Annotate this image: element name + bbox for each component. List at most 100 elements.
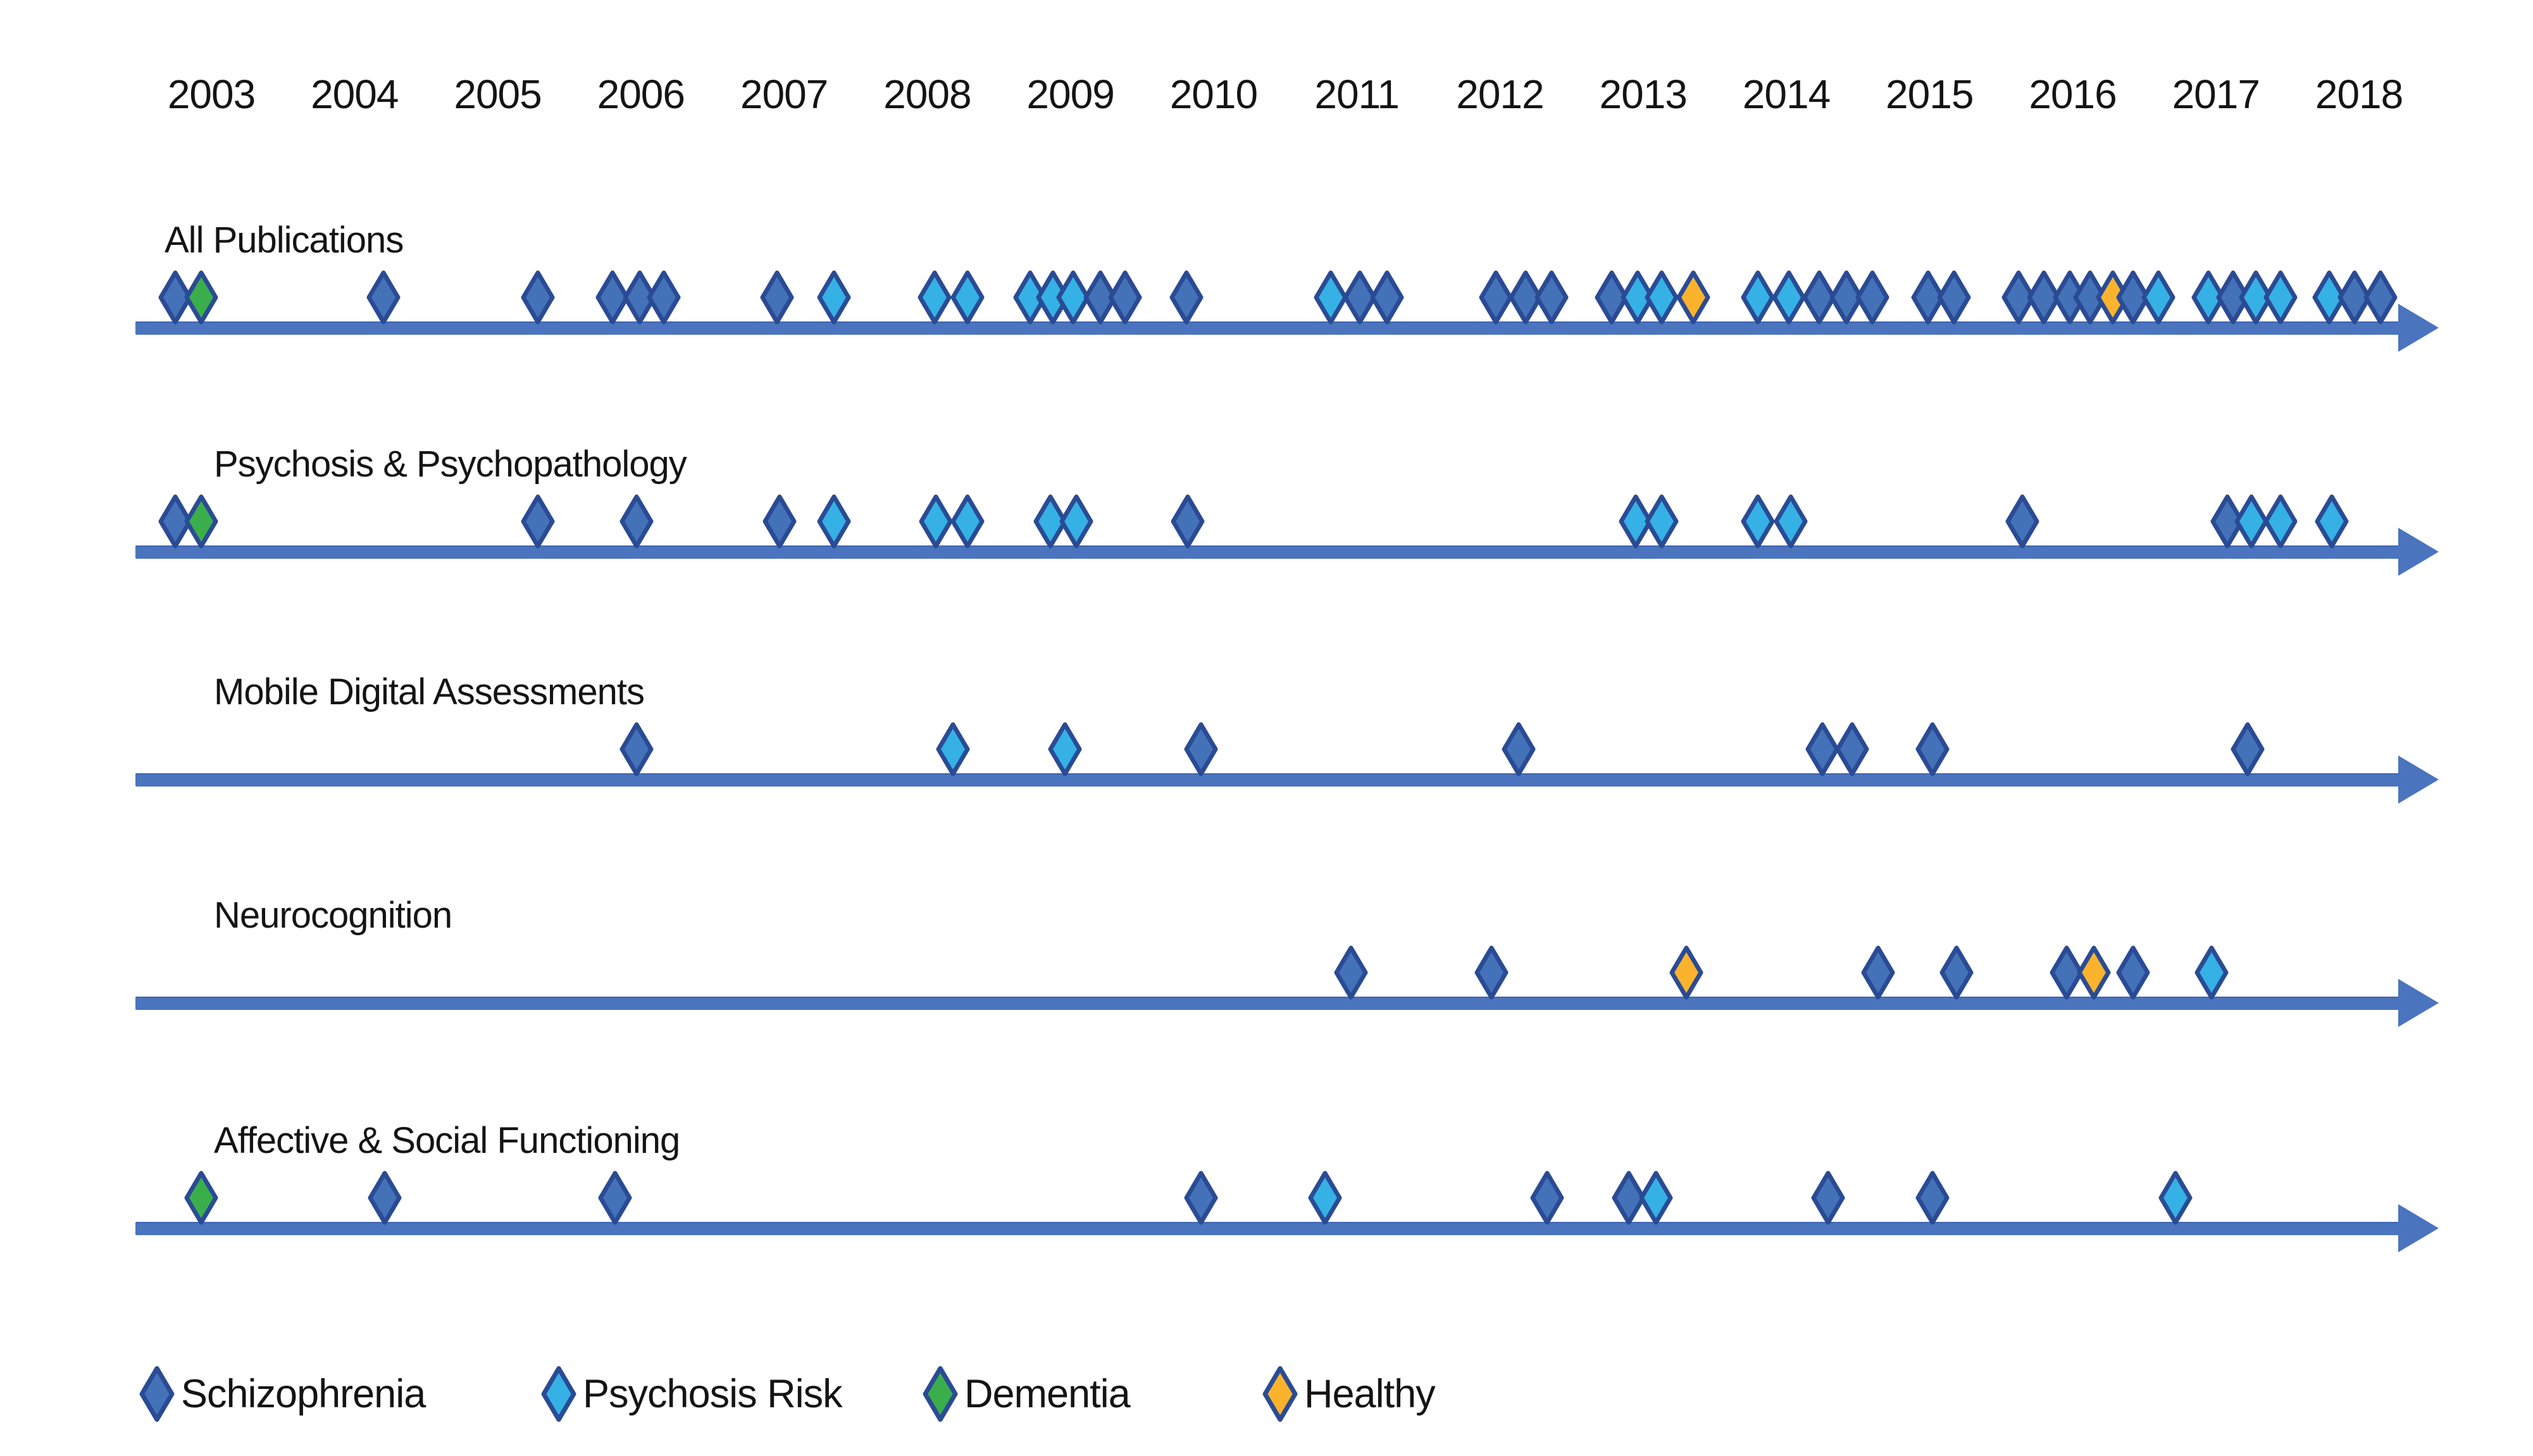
marker-schizophrenia-diamond-icon — [366, 270, 401, 325]
marker-schizophrenia-diamond-icon — [2215, 270, 2251, 325]
marker-schizophrenia-diamond-icon — [1910, 270, 1946, 325]
marker-schizophrenia-diamond-icon — [1107, 270, 1143, 325]
year-label-2014: 2014 — [1742, 72, 1831, 117]
marker-psychosis-risk-diamond-icon — [1740, 270, 1776, 325]
row-label: Affective & Social Functioning — [214, 1120, 680, 1161]
year-label-2015: 2015 — [1886, 72, 1974, 117]
legend-healthy-diamond-icon — [1262, 1365, 1298, 1423]
legend-psychosis-risk-diamond-icon — [540, 1365, 577, 1423]
marker-schizophrenia-diamond-icon — [1805, 721, 1840, 777]
marker-schizophrenia-diamond-icon — [520, 494, 556, 549]
marker-psychosis-risk-diamond-icon — [816, 270, 852, 325]
marker-schizophrenia-diamond-icon — [1855, 270, 1890, 325]
marker-psychosis-risk-diamond-icon — [1638, 1170, 1674, 1226]
marker-psychosis-risk-diamond-icon — [1644, 270, 1679, 325]
axis-arrow-icon — [2398, 979, 2439, 1027]
marker-psychosis-risk-diamond-icon — [2191, 270, 2226, 325]
marker-schizophrenia-diamond-icon — [2115, 270, 2151, 325]
marker-schizophrenia-diamond-icon — [1834, 721, 1870, 777]
marker-psychosis-risk-diamond-icon — [1644, 494, 1679, 549]
marker-schizophrenia-diamond-icon — [1083, 270, 1118, 325]
marker-schizophrenia-diamond-icon — [2005, 494, 2040, 549]
marker-schizophrenia-diamond-icon — [595, 270, 630, 325]
marker-schizophrenia-diamond-icon — [1936, 270, 1972, 325]
marker-schizophrenia-diamond-icon — [367, 1170, 402, 1226]
legend-schizophrenia-diamond-icon — [139, 1365, 175, 1423]
legend-item-label: Schizophrenia — [181, 1372, 426, 1416]
legend-item-label: Dementia — [964, 1372, 1131, 1416]
marker-psychosis-risk-diamond-icon — [2234, 494, 2269, 549]
marker-schizophrenia-diamond-icon — [2210, 494, 2245, 549]
row-label: Psychosis & Psychopathology — [214, 444, 687, 485]
timeline-axis — [135, 997, 2399, 1010]
marker-psychosis-risk-diamond-icon — [1059, 494, 1094, 549]
year-label-2007: 2007 — [740, 72, 828, 117]
marker-schizophrenia-diamond-icon — [762, 494, 797, 549]
marker-psychosis-risk-diamond-icon — [1033, 494, 1068, 549]
row-label: Mobile Digital Assessments — [214, 671, 645, 712]
marker-schizophrenia-diamond-icon — [2115, 945, 2151, 1000]
marker-schizophrenia-diamond-icon — [619, 721, 654, 777]
marker-schizophrenia-diamond-icon — [2363, 270, 2398, 325]
marker-schizophrenia-diamond-icon — [1611, 1170, 1646, 1226]
marker-schizophrenia-diamond-icon — [158, 270, 193, 325]
year-label-2008: 2008 — [883, 72, 971, 117]
year-label-2013: 2013 — [1599, 72, 1688, 117]
marker-dementia-diamond-icon — [184, 270, 219, 325]
marker-psychosis-risk-diamond-icon — [2263, 270, 2298, 325]
marker-psychosis-risk-diamond-icon — [2238, 270, 2274, 325]
marker-schizophrenia-diamond-icon — [622, 270, 657, 325]
marker-schizophrenia-diamond-icon — [1939, 945, 1974, 1000]
year-label-2003: 2003 — [167, 72, 256, 117]
marker-schizophrenia-diamond-icon — [1183, 721, 1219, 777]
marker-schizophrenia-diamond-icon — [2026, 270, 2062, 325]
marker-healthy-diamond-icon — [2076, 945, 2112, 1000]
marker-schizophrenia-diamond-icon — [520, 270, 556, 325]
axis-arrow-icon — [2398, 304, 2439, 352]
marker-psychosis-risk-diamond-icon — [1012, 270, 1048, 325]
marker-schizophrenia-diamond-icon — [1478, 270, 1514, 325]
marker-psychosis-risk-diamond-icon — [2158, 1170, 2193, 1226]
marker-psychosis-risk-diamond-icon — [2312, 270, 2347, 325]
marker-psychosis-risk-diamond-icon — [1307, 1170, 1343, 1226]
timeline-axis — [135, 773, 2399, 787]
marker-schizophrenia-diamond-icon — [1369, 270, 1405, 325]
marker-schizophrenia-diamond-icon — [1915, 721, 1950, 777]
marker-healthy-diamond-icon — [1676, 270, 1711, 325]
marker-schizophrenia-diamond-icon — [2001, 270, 2036, 325]
year-label-2009: 2009 — [1026, 72, 1114, 117]
marker-healthy-diamond-icon — [1669, 945, 1704, 1000]
axis-arrow-icon — [2398, 528, 2439, 576]
marker-psychosis-risk-diamond-icon — [1055, 270, 1091, 325]
year-label-2018: 2018 — [2315, 72, 2403, 117]
year-label-2010: 2010 — [1169, 72, 1258, 117]
marker-schizophrenia-diamond-icon — [2337, 270, 2372, 325]
row-label: Neurocognition — [214, 895, 452, 936]
marker-schizophrenia-diamond-icon — [1529, 1170, 1565, 1226]
year-label-2017: 2017 — [2172, 72, 2260, 117]
marker-psychosis-risk-diamond-icon — [1313, 270, 1348, 325]
marker-schizophrenia-diamond-icon — [1810, 1170, 1846, 1226]
marker-schizophrenia-diamond-icon — [2072, 270, 2108, 325]
marker-schizophrenia-diamond-icon — [1333, 945, 1369, 1000]
axis-arrow-icon — [2398, 1204, 2439, 1252]
marker-schizophrenia-diamond-icon — [1342, 270, 1378, 325]
marker-psychosis-risk-diamond-icon — [1773, 494, 1808, 549]
marker-dementia-diamond-icon — [184, 1170, 219, 1226]
marker-psychosis-risk-diamond-icon — [1620, 270, 1655, 325]
marker-psychosis-risk-diamond-icon — [2194, 945, 2229, 1000]
marker-psychosis-risk-diamond-icon — [1618, 494, 1653, 549]
marker-schizophrenia-diamond-icon — [1170, 494, 1205, 549]
timeline-axis — [135, 1222, 2399, 1235]
row-label: All Publications — [165, 220, 404, 261]
year-label-2006: 2006 — [597, 72, 685, 117]
marker-schizophrenia-diamond-icon — [646, 270, 681, 325]
axis-arrow-icon — [2398, 756, 2439, 804]
marker-schizophrenia-diamond-icon — [1501, 721, 1536, 777]
timeline-axis — [135, 545, 2399, 559]
marker-schizophrenia-diamond-icon — [1169, 270, 1204, 325]
marker-psychosis-risk-diamond-icon — [1740, 494, 1776, 549]
marker-psychosis-risk-diamond-icon — [1771, 270, 1807, 325]
year-label-2011: 2011 — [1314, 72, 1400, 117]
